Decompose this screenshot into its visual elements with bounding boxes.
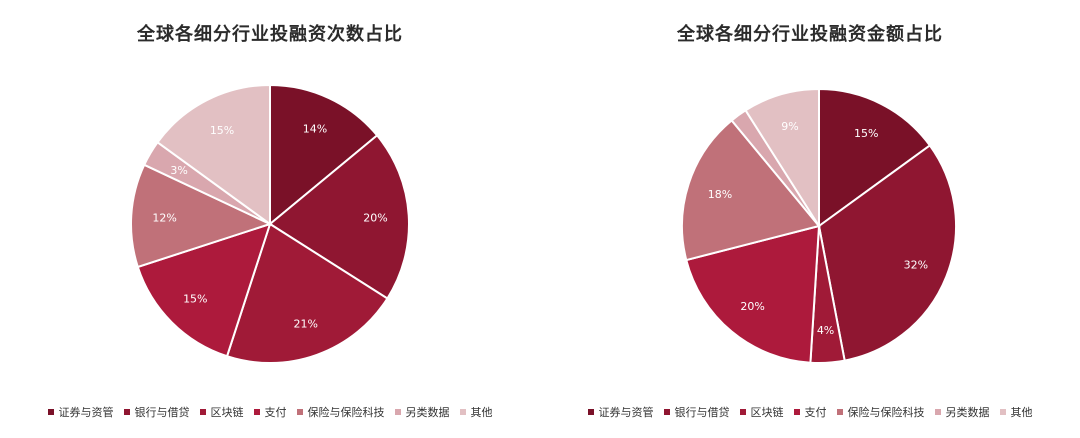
legend-swatch bbox=[587, 409, 594, 415]
slice-label: 15% bbox=[854, 127, 878, 140]
slice-label: 32% bbox=[904, 258, 928, 271]
legend-label: 保险与保险科技 bbox=[847, 406, 925, 419]
legend-label: 支付 bbox=[264, 406, 287, 419]
slice-label: 21% bbox=[294, 317, 318, 330]
legend-item: 其他 bbox=[999, 404, 1033, 420]
slice-label: 14% bbox=[303, 122, 327, 135]
legend-swatch bbox=[199, 409, 206, 415]
legend-swatch bbox=[123, 409, 130, 415]
legend-label: 支付 bbox=[804, 406, 827, 419]
legend-label: 另类数据 bbox=[945, 406, 990, 419]
legend-swatch bbox=[296, 409, 303, 415]
chart-legend: 证券与资管 银行与借贷 区块链 支付 保险与保险科技 另类数据 其他 bbox=[0, 404, 540, 420]
legend-swatch bbox=[459, 409, 466, 415]
chart-title: 全球各细分行业投融资金额占比 bbox=[677, 24, 943, 45]
chart-title: 全球各细分行业投融资次数占比 bbox=[137, 24, 403, 45]
pie-slice bbox=[268, 133, 410, 300]
legend-item: 证券与资管 bbox=[587, 404, 654, 420]
legend-item: 保险与保险科技 bbox=[296, 404, 385, 420]
legend-label: 证券与资管 bbox=[58, 406, 114, 419]
legend-label: 其他 bbox=[1010, 406, 1033, 419]
chart-legend: 证券与资管 银行与借贷 区块链 支付 保险与保险科技 另类数据 其他 bbox=[540, 404, 1080, 420]
legend-label: 区块链 bbox=[750, 406, 784, 419]
legend-swatch bbox=[999, 409, 1006, 415]
legend-swatch bbox=[934, 409, 941, 415]
pie-slice bbox=[130, 163, 273, 269]
legend-swatch bbox=[47, 409, 54, 415]
legend-swatch bbox=[394, 409, 401, 415]
legend-swatch bbox=[253, 409, 260, 415]
legend-item: 其他 bbox=[459, 404, 493, 420]
legend-swatch bbox=[793, 409, 800, 415]
slice-label: 9% bbox=[781, 120, 798, 133]
legend-label: 区块链 bbox=[210, 406, 244, 419]
legend-label: 另类数据 bbox=[405, 406, 450, 419]
pie-slice bbox=[818, 87, 932, 228]
legend-item: 银行与借贷 bbox=[663, 404, 730, 420]
legend-swatch bbox=[663, 409, 670, 415]
slice-label: 12% bbox=[152, 211, 176, 224]
legend-item: 另类数据 bbox=[394, 404, 450, 420]
chart-panel-amount: 全球各细分行业投融资金额占比 15% 32% 4% 20% 18% 9% 证券与资管 银行与… bbox=[540, 0, 1080, 438]
legend-item: 银行与借贷 bbox=[123, 404, 190, 420]
legend-item: 另类数据 bbox=[934, 404, 990, 420]
legend-item: 支付 bbox=[253, 404, 287, 420]
legend-label: 其他 bbox=[470, 406, 493, 419]
legend-label: 银行与借贷 bbox=[134, 406, 190, 419]
legend-item: 区块链 bbox=[199, 404, 244, 420]
pie-slice bbox=[156, 83, 271, 226]
pie-slice bbox=[681, 119, 821, 262]
legend-item: 支付 bbox=[793, 404, 827, 420]
pie-chart-amount: 15% 32% 4% 20% 18% 9% bbox=[681, 87, 958, 364]
legend-item: 区块链 bbox=[739, 404, 784, 420]
pie-chart-count: 14% 20% 21% 15% 12% 3% 15% bbox=[130, 83, 410, 364]
chart-panel-count: 全球各细分行业投融资次数占比 14% 20% 21% 15% 12% 3% 15% 证券与资… bbox=[0, 24, 540, 420]
slice-label: 15% bbox=[210, 124, 234, 137]
pie-slice bbox=[225, 222, 389, 364]
legend-swatch bbox=[836, 409, 843, 415]
legend-item: 证券与资管 bbox=[47, 404, 114, 420]
legend-label: 证券与资管 bbox=[598, 406, 654, 419]
slice-label: 15% bbox=[183, 293, 207, 306]
pie-slice bbox=[744, 87, 820, 230]
slice-label: 20% bbox=[740, 300, 764, 313]
slice-label: 18% bbox=[708, 188, 732, 201]
legend-label: 银行与借贷 bbox=[674, 406, 730, 419]
pie-slice bbox=[817, 144, 958, 362]
legend-item: 保险与保险科技 bbox=[836, 404, 925, 420]
pie-slice bbox=[269, 83, 379, 227]
legend-swatch bbox=[739, 409, 746, 415]
legend-label: 保险与保险科技 bbox=[307, 406, 385, 419]
slice-label: 4% bbox=[817, 324, 834, 337]
pie-slice bbox=[685, 224, 821, 364]
slice-label: 3% bbox=[170, 164, 187, 177]
slice-label: 20% bbox=[363, 211, 387, 224]
